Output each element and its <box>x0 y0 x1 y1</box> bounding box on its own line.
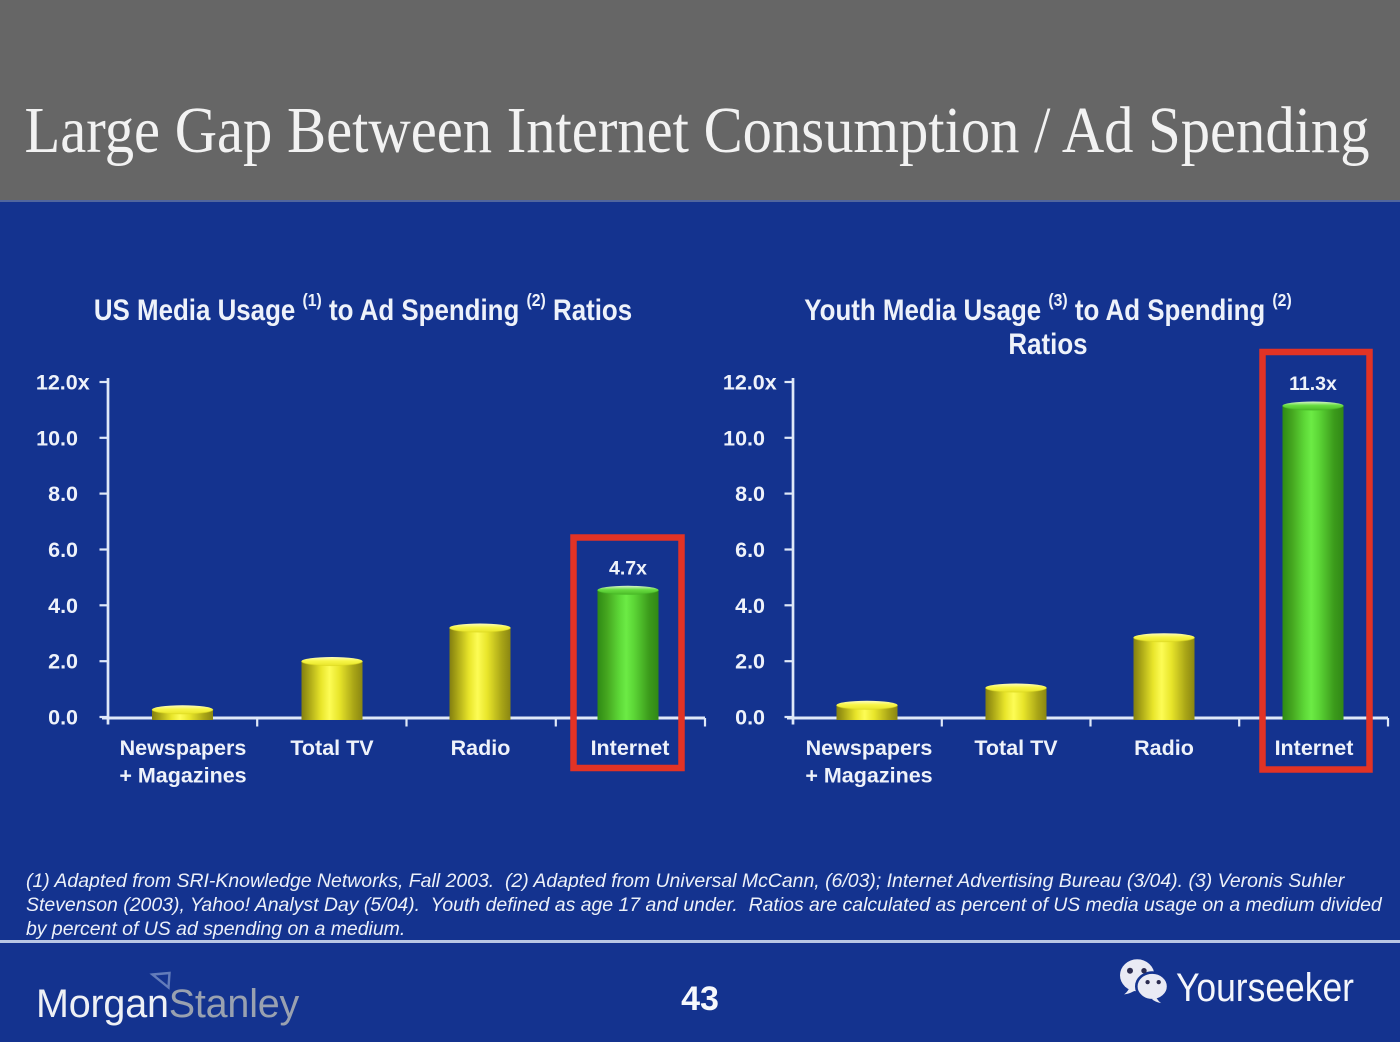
svg-text:6.0: 6.0 <box>735 538 765 562</box>
svg-text:10.0: 10.0 <box>36 426 78 450</box>
svg-text:0.0: 0.0 <box>48 706 78 730</box>
svg-text:0.0: 0.0 <box>735 706 765 730</box>
svg-text:Total TV: Total TV <box>974 736 1058 760</box>
svg-text:11.3x: 11.3x <box>1289 373 1337 395</box>
svg-text:10.0: 10.0 <box>723 426 765 450</box>
svg-text:Newspapers: Newspapers <box>806 736 933 760</box>
svg-text:12.0x: 12.0x <box>36 371 90 395</box>
svg-text:12.0x: 12.0x <box>723 371 777 395</box>
svg-text:Internet: Internet <box>1275 736 1354 760</box>
svg-text:4.0: 4.0 <box>48 594 78 618</box>
svg-text:Radio: Radio <box>451 736 511 760</box>
svg-text:8.0: 8.0 <box>735 482 765 506</box>
svg-text:Radio: Radio <box>1134 736 1194 760</box>
svg-text:Youth Media Usage (3)​ to Ad S: Youth Media Usage (3)​ to Ad Spending (2… <box>804 290 1291 326</box>
svg-text:2.0: 2.0 <box>735 650 765 674</box>
svg-text:4.0: 4.0 <box>735 594 765 618</box>
svg-text:US Media Usage (1)​ to Ad Spen: US Media Usage (1)​ to Ad Spending (2)​ … <box>94 290 632 326</box>
svg-text:+ Magazines: + Magazines <box>119 764 246 788</box>
svg-text:+ Magazines: + Magazines <box>805 764 932 788</box>
svg-text:Internet: Internet <box>591 736 670 760</box>
svg-text:8.0: 8.0 <box>48 482 78 506</box>
svg-text:2.0: 2.0 <box>48 650 78 674</box>
svg-text:Ratios: Ratios <box>1008 327 1087 360</box>
svg-text:Newspapers: Newspapers <box>120 736 247 760</box>
svg-text:6.0: 6.0 <box>48 538 78 562</box>
svg-text:4.7x: 4.7x <box>609 558 647 580</box>
svg-text:Total TV: Total TV <box>290 736 374 760</box>
